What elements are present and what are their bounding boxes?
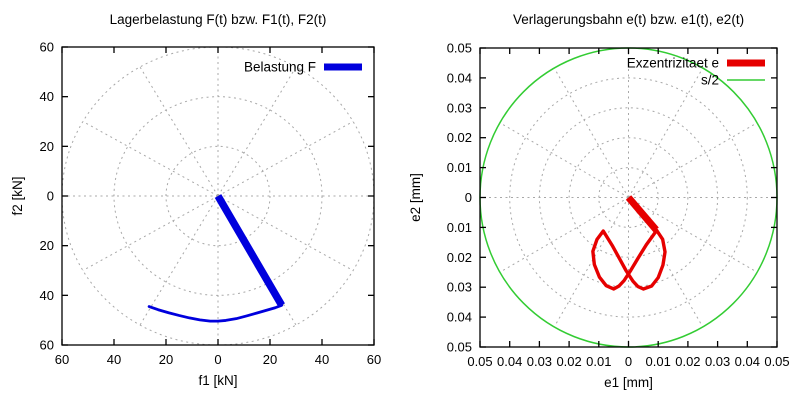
x-tick-label: 0.02	[675, 354, 700, 369]
chart-svg-0: 60 40 20 0 20 40 606040200204060Lagerbelastung…	[10, 12, 381, 388]
y-tick-label: 0.01	[447, 160, 472, 175]
y-tick-label: 0.04	[447, 310, 472, 325]
y-axis-label: f2 [kN]	[10, 176, 25, 215]
tick-marks	[61, 46, 375, 346]
orbit-path	[591, 228, 667, 291]
y-tick-label: 60	[40, 40, 54, 55]
chart-svg-1: 0.05 0.04 0.03 0.02 0.01 0 0.01 0.02 0.03 0.04 0.0…	[408, 12, 790, 390]
x-tick-label: 40	[107, 352, 121, 367]
x-tick-label: 60	[55, 352, 69, 367]
grid-spoke	[499, 122, 629, 198]
x-axis-label: f1 [kN]	[198, 373, 237, 388]
y-tick-label: 0.02	[447, 250, 472, 265]
grid-spoke	[499, 197, 629, 273]
grid-circle	[509, 77, 748, 318]
x-tick-label: 0.01	[646, 354, 671, 369]
x-tick-label: 0.03	[527, 354, 552, 369]
orbit-chart: 0.05 0.04 0.03 0.02 0.01 0 0.01 0.02 0.03 0.04 0.0…	[400, 0, 800, 400]
y-tick-label: 40	[40, 288, 54, 303]
x-tick-label: 0	[625, 354, 632, 369]
grid-spoke	[628, 122, 758, 198]
y-tick-label: 0.05	[447, 41, 472, 56]
y-tick-label: 0.04	[447, 70, 472, 85]
y-tick-label: 40	[40, 89, 54, 104]
grid-spoke	[82, 195, 219, 271]
grid-spoke	[217, 195, 354, 271]
y-tick-label: 0.03	[447, 100, 472, 115]
grid-spoke	[217, 66, 297, 197]
y-tick-label: 20	[40, 238, 54, 253]
y-tick-label: 0.01	[447, 220, 472, 235]
x-tick-label: 0.02	[556, 354, 581, 369]
x-tick-label: 0.05	[764, 354, 789, 369]
x-tick-label: 60	[367, 352, 381, 367]
x-tick-label: 0.05	[467, 354, 492, 369]
legend-label: Exzentrizitaet e	[627, 56, 719, 71]
grid-spoke	[628, 197, 758, 273]
chart-title: Lagerbelastung F(t) bzw. F1(t), F2(t)	[110, 12, 327, 27]
y-tick-label: 0	[465, 190, 472, 205]
load-path	[147, 303, 284, 323]
x-tick-label: 0.03	[705, 354, 730, 369]
x-tick-label: 20	[263, 352, 277, 367]
eccentricity-vector	[625, 195, 659, 233]
grid-spoke	[628, 67, 704, 198]
tick-marks	[479, 47, 778, 348]
grid-spoke	[553, 67, 629, 198]
x-tick-label: 0.04	[735, 354, 760, 369]
x-tick-label: 0	[214, 352, 221, 367]
y-tick-label: 0.03	[447, 280, 472, 295]
grid-spoke	[217, 121, 354, 197]
load-vector	[214, 194, 285, 308]
grid-spoke	[82, 121, 219, 197]
grid-circle	[598, 167, 659, 228]
grid-spoke	[553, 197, 629, 328]
grid-spoke	[628, 197, 704, 328]
x-tick-label: 40	[315, 352, 329, 367]
y-tick-label: 20	[40, 139, 54, 154]
y-axis-label: e2 [mm]	[408, 173, 423, 222]
grid-spoke	[139, 66, 219, 197]
y-tick-label: 60	[40, 338, 54, 353]
grid-circle	[568, 137, 689, 258]
load-chart: 60 40 20 0 20 40 60 60 40 20 0 20 40 60 Lagerbelastung…	[10, 12, 381, 388]
grid-circle	[165, 145, 271, 247]
x-axis-label: e1 [mm]	[604, 375, 653, 390]
y-tick-label: 0.02	[447, 130, 472, 145]
polar-grid	[480, 48, 777, 347]
x-tick-label: 20	[159, 352, 173, 367]
grid-spoke	[139, 195, 219, 326]
legend-label: s/2	[701, 73, 719, 88]
y-tick-label: 0.05	[447, 340, 472, 355]
chart-title: Verlagerungsbahn e(t) bzw. e1(t), e2(t)	[513, 12, 744, 27]
y-tick-label: 0	[47, 189, 54, 204]
legend-label: Belastung F	[244, 60, 316, 75]
x-tick-label: 0.01	[586, 354, 611, 369]
x-tick-label: 0.04	[497, 354, 522, 369]
